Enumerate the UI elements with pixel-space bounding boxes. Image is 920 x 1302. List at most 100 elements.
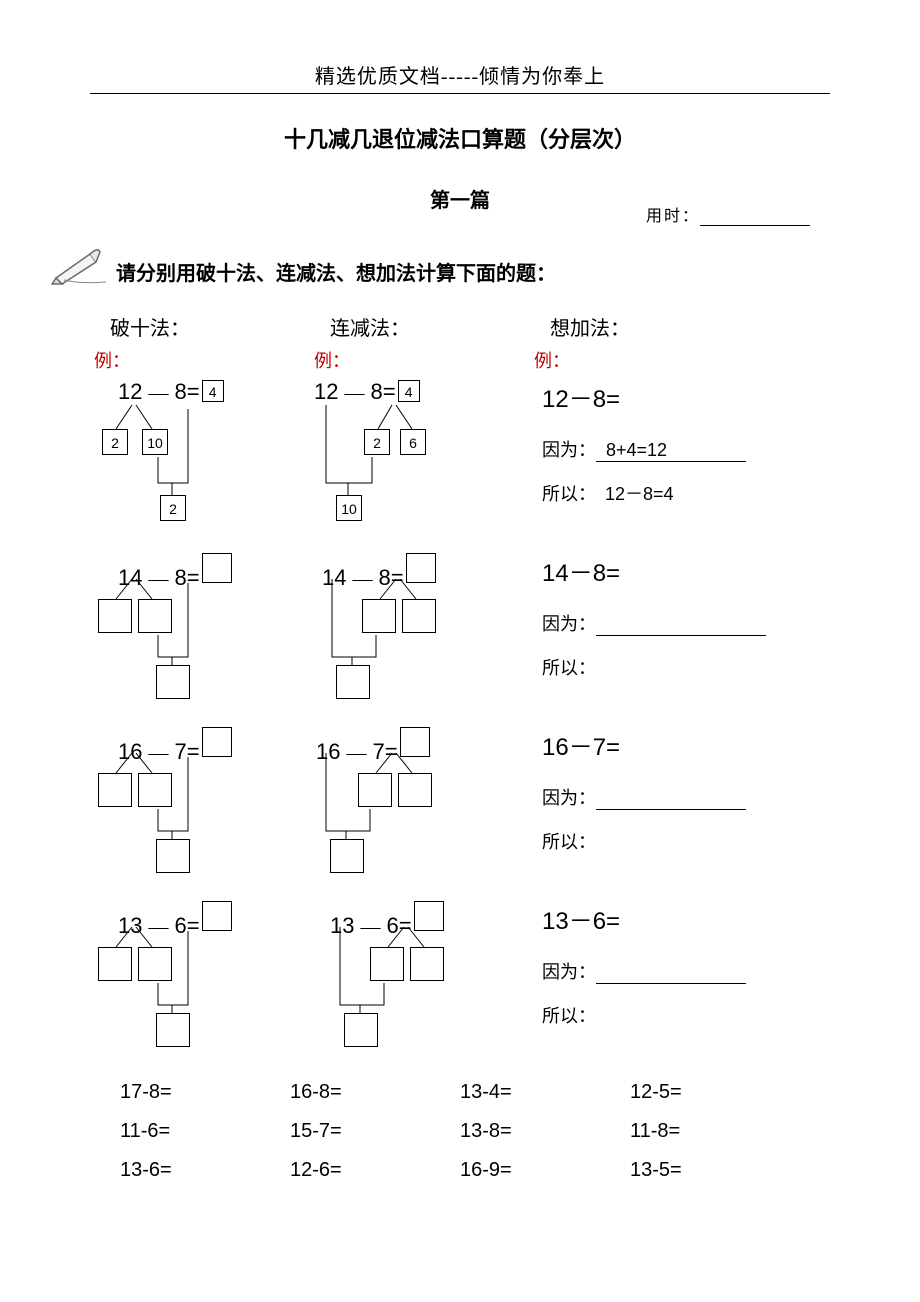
result-box[interactable] — [156, 665, 190, 699]
decomp-box-right[interactable] — [138, 599, 172, 633]
result-box[interactable] — [156, 839, 190, 873]
decomp-box-left[interactable]: 2 — [102, 429, 128, 455]
decomp-box-right[interactable]: 10 — [142, 429, 168, 455]
answer-box[interactable] — [414, 901, 444, 931]
prompt-row: 请分别用破十法、连减法、想加法计算下面的题： — [50, 244, 830, 286]
problems-grid: 12—8=4 2 10 2 12—8=4 — [102, 379, 830, 1051]
r1-think-add: 12－8= 因为：8+4=12 所以： 12－8=4 — [542, 379, 842, 529]
so-line: 所以： — [542, 828, 842, 854]
r4-break-ten: 13—6= — [102, 901, 322, 1051]
decomp-box-left[interactable] — [98, 947, 132, 981]
equation: 12－8= — [542, 379, 842, 414]
section-number: 第一篇 — [430, 184, 490, 213]
r3-think-add: 16－7= 因为： 所以： — [542, 727, 842, 877]
decomp-box-right[interactable]: 6 — [400, 429, 426, 455]
because-fill[interactable] — [596, 983, 746, 984]
decomp-box-left[interactable]: 2 — [364, 429, 390, 455]
ex-cell[interactable]: 13-8= — [460, 1120, 630, 1143]
decomp-box-right[interactable] — [398, 773, 432, 807]
bottom-exercises: 17-8= 16-8= 13-4= 12-5= 11-6= 15-7= 13-8… — [120, 1081, 830, 1182]
ex-cell[interactable]: 17-8= — [120, 1081, 290, 1104]
result-box[interactable] — [344, 1013, 378, 1047]
r3-chain-sub: 16—7= — [322, 727, 542, 877]
answer-box[interactable]: 4 — [398, 380, 420, 402]
page-header: 精选优质文档-----倾情为你奉上 — [90, 60, 830, 94]
because-line: 因为：8+4=12 — [542, 436, 842, 462]
so-line: 所以： — [542, 654, 842, 680]
result-box[interactable] — [330, 839, 364, 873]
result-box[interactable] — [156, 1013, 190, 1047]
method-2-label: 连减法： — [330, 312, 550, 341]
ex-cell[interactable]: 11-8= — [630, 1120, 800, 1143]
method-1-label: 破十法： — [110, 312, 330, 341]
method-headers: 破十法： 例： 连减法： 例： 想加法： 例： — [110, 312, 830, 373]
decomp-box-left[interactable] — [358, 773, 392, 807]
equation: 14—8= — [118, 553, 232, 591]
because-line: 因为： — [542, 610, 842, 636]
example-label-2: 例： — [314, 347, 550, 373]
equation: 14—8= — [322, 553, 436, 591]
decomp-box-left[interactable] — [370, 947, 404, 981]
because-line: 因为： — [542, 958, 842, 984]
time-used: 用时： — [646, 202, 810, 226]
so-value: 12－8=4 — [605, 484, 674, 504]
equation: 13—6= — [118, 901, 232, 939]
ex-cell[interactable]: 12-5= — [630, 1081, 800, 1104]
because-fill[interactable] — [596, 635, 766, 636]
decomp-box-right[interactable] — [410, 947, 444, 981]
because-line: 因为： — [542, 784, 842, 810]
r2-think-add: 14－8= 因为： 所以： — [542, 553, 842, 703]
answer-box[interactable] — [202, 727, 232, 757]
r2-chain-sub: 14—8= — [322, 553, 542, 703]
equation: 13－6= — [542, 901, 842, 936]
r1-chain-sub: 12—8=4 2 6 10 — [322, 379, 542, 529]
result-box[interactable]: 2 — [160, 495, 186, 521]
decomp-box-right[interactable] — [138, 773, 172, 807]
method-3-label: 想加法： — [550, 312, 830, 341]
pencil-icon — [50, 244, 110, 286]
decomp-box-left[interactable] — [98, 599, 132, 633]
prompt-text: 请分别用破十法、连减法、想加法计算下面的题： — [116, 257, 556, 286]
equation: 16－7= — [542, 727, 842, 762]
ex-cell[interactable]: 16-9= — [460, 1159, 630, 1182]
answer-box[interactable] — [202, 901, 232, 931]
r4-think-add: 13－6= 因为： 所以： — [542, 901, 842, 1051]
equation: 12—8=4 — [118, 379, 224, 405]
ex-cell[interactable]: 13-6= — [120, 1159, 290, 1182]
time-label: 用时： — [646, 208, 700, 225]
answer-box[interactable] — [400, 727, 430, 757]
so-line: 所以： 12－8=4 — [542, 480, 842, 506]
subtitle-row: 第一篇 用时： — [90, 184, 830, 224]
ex-cell[interactable]: 13-4= — [460, 1081, 630, 1104]
equation: 12—8=4 — [314, 379, 420, 405]
equation: 13—6= — [330, 901, 444, 939]
example-label-3: 例： — [534, 347, 830, 373]
answer-box[interactable] — [406, 553, 436, 583]
decomp-box-right[interactable] — [138, 947, 172, 981]
equation: 16—7= — [316, 727, 430, 765]
because-fill[interactable] — [596, 809, 746, 810]
ex-cell[interactable]: 13-5= — [630, 1159, 800, 1182]
result-box[interactable] — [336, 665, 370, 699]
so-line: 所以： — [542, 1002, 842, 1028]
example-label-1: 例： — [94, 347, 330, 373]
equation: 16—7= — [118, 727, 232, 765]
decomp-box-left[interactable] — [98, 773, 132, 807]
answer-box[interactable] — [202, 553, 232, 583]
because-fill[interactable]: 8+4=12 — [596, 440, 746, 462]
r3-break-ten: 16—7= — [102, 727, 322, 877]
ex-cell[interactable]: 12-6= — [290, 1159, 460, 1182]
ex-cell[interactable]: 11-6= — [120, 1120, 290, 1143]
r4-chain-sub: 13—6= — [322, 901, 542, 1051]
result-box[interactable]: 10 — [336, 495, 362, 521]
answer-box[interactable]: 4 — [202, 380, 224, 402]
decomp-box-right[interactable] — [402, 599, 436, 633]
ex-cell[interactable]: 15-7= — [290, 1120, 460, 1143]
r2-break-ten: 14—8= — [102, 553, 322, 703]
time-blank[interactable] — [700, 225, 810, 226]
equation: 14－8= — [542, 553, 842, 588]
r1-break-ten: 12—8=4 2 10 2 — [102, 379, 322, 529]
page: 精选优质文档-----倾情为你奉上 十几减几退位减法口算题（分层次） 第一篇 用… — [0, 0, 920, 1222]
decomp-box-left[interactable] — [362, 599, 396, 633]
ex-cell[interactable]: 16-8= — [290, 1081, 460, 1104]
